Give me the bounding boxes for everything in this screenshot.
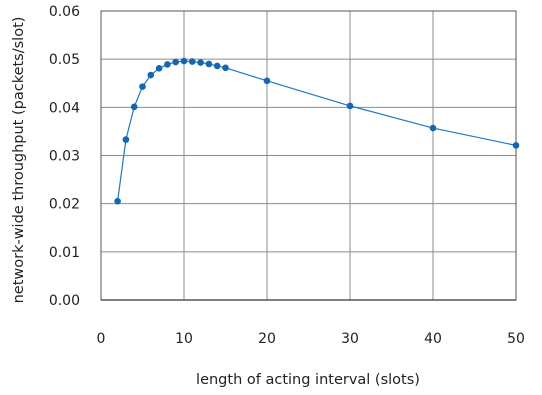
y-tick-label: 0.02 [49,197,80,213]
y-tick-label: 0.04 [49,100,80,116]
data-point [213,62,221,70]
axes-layer: 0.00 0.01 0.02 0.03 0.04 0.05 0.06 0 10 20 30 40 50 [49,4,525,347]
x-tick-label: 50 [507,331,525,347]
labels-layer: length of acting interval (slots) networ… [11,17,420,388]
y-tick-label: 0.00 [49,293,80,309]
data-point [429,124,437,132]
y-tick-label: 0.03 [49,149,80,165]
data-point [114,197,121,205]
data-point [346,102,354,110]
data-point [122,136,130,143]
data-point [205,60,213,68]
y-tick-label: 0.05 [49,52,80,68]
data-point [147,71,155,79]
series-line [117,60,517,202]
x-tick-label: 40 [424,331,442,347]
data-point [130,103,138,111]
y-tick-label: 0.06 [49,4,80,20]
grid-layer [100,10,517,301]
series-layer [114,57,520,205]
data-point [263,77,271,85]
x-tick-label: 10 [175,331,193,347]
y-tick-label: 0.01 [49,245,80,261]
data-point [222,64,229,72]
data-point [180,57,188,65]
x-tick-label: 0 [97,331,106,347]
y-axis-title: network-wide throughput (packets/slot) [11,17,27,304]
data-point [172,58,179,66]
x-tick-label: 30 [341,331,359,347]
data-point [512,142,520,149]
data-point [197,59,204,66]
data-point [189,58,196,65]
x-axis-title: length of acting interval (slots) [196,372,420,388]
data-point [164,61,171,68]
x-tick-label: 20 [258,331,276,347]
data-point [155,65,163,72]
data-point [139,83,146,90]
